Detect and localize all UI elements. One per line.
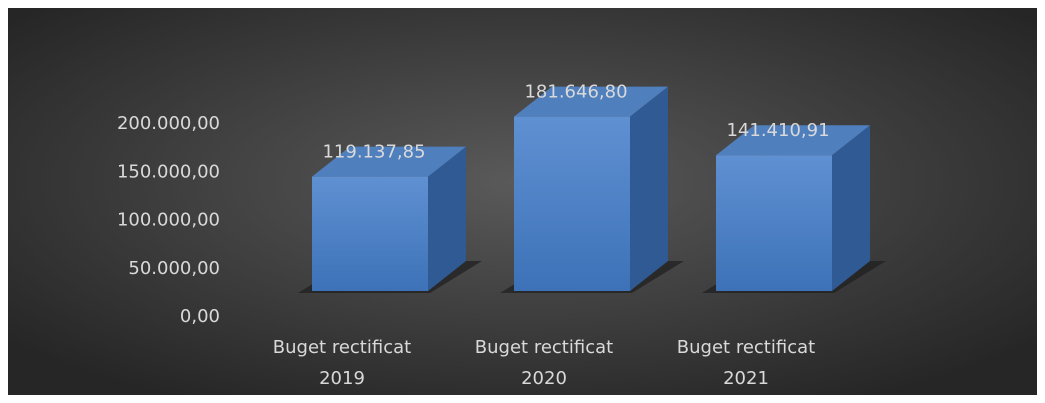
bar-side [428,146,466,291]
x-tick-label: Buget rectificat 2020 [474,337,614,389]
y-tick-label: 100.000,00 [117,210,220,231]
bar-side [630,86,668,291]
bar [716,155,832,291]
y-tick-label: 0,00 [180,306,220,327]
x-tick-label: Buget rectificat 2021 [676,337,816,389]
bar-side [832,125,870,291]
value-label: 181.646,80 [524,82,627,103]
bar-top [514,86,668,117]
x-tick-label: Buget rectificat 2019 [272,337,412,389]
y-tick-label: 50.000,00 [128,258,220,279]
y-tick-label: 200.000,00 [117,113,220,134]
bar-top [312,146,466,177]
value-label: 119.137,85 [322,142,425,163]
bar [312,176,428,291]
value-label: 141.410,91 [726,120,829,141]
bar [514,116,630,291]
y-tick-label: 150.000,00 [117,161,220,182]
bar-top [716,125,870,156]
